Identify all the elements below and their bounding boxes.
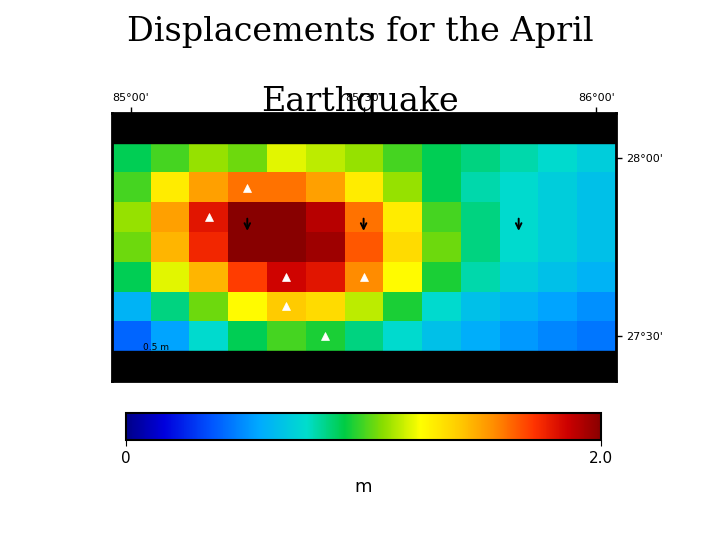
Text: m: m — [355, 478, 372, 496]
Text: Displacements for the April: Displacements for the April — [127, 16, 593, 48]
Bar — [112, 351, 616, 381]
Text: 0.5 m: 0.5 m — [143, 343, 168, 353]
Bar — [112, 113, 616, 143]
Text: Earthquake: Earthquake — [261, 86, 459, 118]
